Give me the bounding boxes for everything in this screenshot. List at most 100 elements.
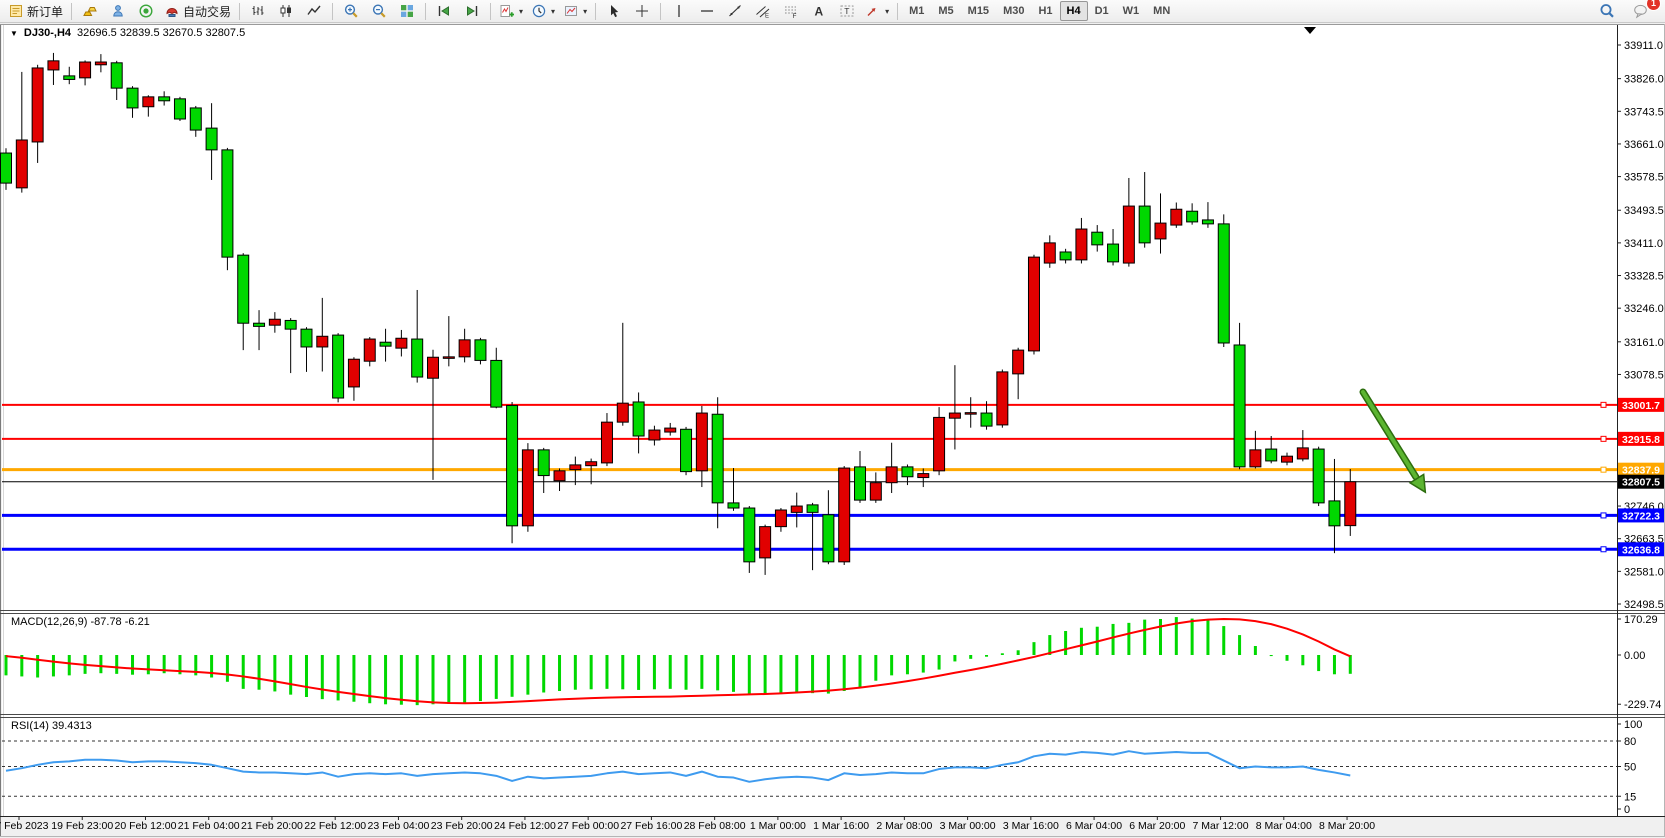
tile-windows-button[interactable]	[393, 0, 421, 22]
dropdown-caret-icon[interactable]: ▾	[551, 6, 556, 16]
macd-histogram-bar	[842, 655, 846, 692]
zoom-out-button[interactable]	[365, 0, 393, 22]
price-axis-tick: 33826.0	[1624, 74, 1664, 86]
candle-body	[585, 461, 598, 467]
macd-histogram-bar	[1317, 655, 1321, 672]
timeframe-h1-button[interactable]: H1	[1038, 5, 1053, 17]
candle-body	[15, 139, 28, 189]
timeframe-m1-button[interactable]: M1	[909, 5, 925, 17]
candle-body	[395, 337, 408, 349]
vertical-line-button[interactable]	[665, 0, 693, 22]
chart-shift-marker[interactable]	[1304, 27, 1316, 34]
candle-body	[885, 466, 898, 484]
rsi-indicator-value: 39.4313	[51, 720, 92, 732]
timeframe-m15-button[interactable]: M15	[967, 5, 990, 17]
auto-trading-button[interactable]: 自动交易	[160, 0, 235, 22]
candle-body	[1154, 222, 1167, 240]
macd-histogram-bar	[1111, 623, 1115, 655]
candle-body	[648, 429, 661, 441]
macd-indicator-values: -87.78 -6.21	[90, 616, 150, 628]
macd-histogram-bar	[811, 655, 815, 694]
candlesticks	[0, 52, 1357, 575]
candle-body	[1186, 210, 1199, 223]
line-handle[interactable]	[1600, 435, 1607, 442]
auto-scroll-icon	[438, 6, 450, 16]
price-axis-tick: 33246.0	[1624, 303, 1664, 315]
line-chart-button[interactable]	[300, 0, 328, 22]
macd-histogram-bar	[289, 655, 293, 695]
dropdown-caret-icon[interactable]: ▾	[519, 6, 524, 16]
macd-histogram-bar	[874, 655, 878, 681]
timeframe-m30-button[interactable]: M30	[1003, 5, 1025, 17]
candle-body	[490, 359, 503, 408]
candle-body	[695, 412, 708, 472]
macd-histogram-bar	[668, 655, 672, 689]
timeframe-w1-button[interactable]: W1	[1122, 5, 1140, 17]
macd-histogram-bar	[1348, 655, 1352, 674]
line-handle[interactable]	[1600, 512, 1607, 519]
time-axis-label: 27 Feb 16:00	[620, 820, 682, 832]
line-handle[interactable]	[1600, 466, 1607, 473]
timeframe-m5-button[interactable]: M5	[938, 5, 954, 17]
search-button[interactable]	[1593, 0, 1621, 22]
signals-button[interactable]	[132, 0, 160, 22]
new-order-button[interactable]: 新订单	[4, 0, 67, 22]
bar-chart-button[interactable]	[244, 0, 272, 22]
macd-histogram-bar	[51, 655, 55, 677]
templates-button[interactable]: ▾	[559, 0, 591, 22]
gold-button[interactable]	[76, 0, 104, 22]
auto-scroll-button[interactable]	[430, 0, 458, 22]
dropdown-caret-icon[interactable]: ▾	[885, 6, 890, 16]
reports-button[interactable]	[104, 0, 132, 22]
candle-body	[1138, 205, 1151, 244]
one-click-collapse-icon[interactable]: ▼	[10, 28, 18, 38]
macd-histogram-bar	[257, 655, 261, 690]
auto-trading-icon	[166, 7, 178, 17]
trendline-button[interactable]	[721, 0, 749, 22]
horizontal-line-button[interactable]	[693, 0, 721, 22]
macd-histogram-bar	[1332, 655, 1336, 675]
price-axis-tick: 33661.0	[1624, 139, 1664, 151]
macd-histogram-bar	[320, 655, 324, 700]
reports-icon	[113, 5, 123, 17]
indicators-button[interactable]: ▾	[495, 0, 527, 22]
candle-body	[806, 504, 819, 513]
candle-body	[94, 61, 107, 66]
arrow-annotation[interactable]	[1359, 388, 1427, 494]
dropdown-caret-icon[interactable]: ▾	[583, 6, 588, 16]
timeframe-mn-button[interactable]: MN	[1153, 5, 1171, 17]
fibonacci-button[interactable]: F	[777, 0, 805, 22]
horizontal-line-icon	[701, 10, 714, 12]
zoom-in-button[interactable]	[337, 0, 365, 22]
text-button[interactable]: A	[805, 0, 833, 22]
timeframe-h4-button[interactable]: H4	[1059, 1, 1088, 21]
macd-histogram-bar	[1269, 655, 1273, 657]
candle-body	[948, 412, 961, 419]
price-axis-tick: 33411.0	[1624, 238, 1663, 250]
cursor-button[interactable]	[600, 0, 628, 22]
macd-histogram-bar	[210, 655, 214, 678]
notifications-button[interactable]: 1	[1627, 0, 1660, 22]
crosshair-button[interactable]	[628, 0, 656, 22]
new-order-button-label: 新订单	[27, 4, 64, 19]
macd-histogram-bar	[1079, 627, 1083, 655]
candle-body	[300, 328, 313, 348]
macd-histogram-bar	[99, 655, 103, 674]
timeframe-d1-button[interactable]: D1	[1094, 5, 1109, 17]
line-handle[interactable]	[1600, 546, 1607, 553]
candle-body	[537, 449, 550, 477]
svg-text:E: E	[765, 14, 769, 20]
macd-histogram-bar	[494, 655, 498, 699]
line-handle[interactable]	[1600, 401, 1607, 408]
equidistant-channel-button[interactable]: E	[749, 0, 777, 22]
macd-histogram-bar	[194, 655, 198, 676]
candlestick-chart-button[interactable]	[272, 0, 300, 22]
toolbar-right-group: 1	[1593, 0, 1661, 22]
text-label-button[interactable]: T	[833, 0, 861, 22]
periods-button[interactable]: ▾	[527, 0, 559, 22]
chart-shift-button[interactable]	[458, 0, 486, 22]
macd-histogram-bar	[478, 655, 482, 702]
macd-histogram-bar	[921, 655, 925, 673]
arrows-button[interactable]: ▾	[861, 0, 893, 22]
